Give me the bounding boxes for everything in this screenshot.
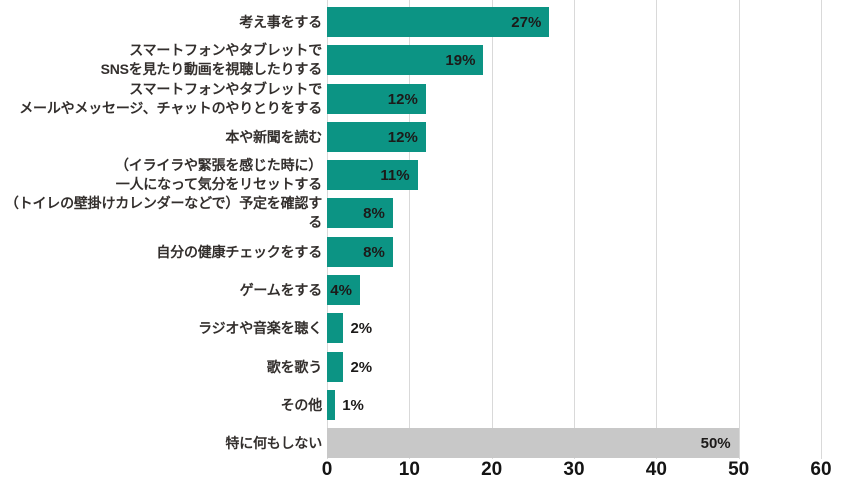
gridline <box>327 0 328 459</box>
bar <box>327 84 426 114</box>
gridline <box>491 0 493 459</box>
category-label: 本や新聞を読む <box>225 128 322 145</box>
bar-value-label: 11% <box>380 166 410 184</box>
category-label: 考え事をする <box>239 13 322 30</box>
bar-value-label: 19% <box>445 51 476 69</box>
category-label: 特に何もしない <box>225 434 322 451</box>
category-label: ゲームをする <box>239 281 323 298</box>
category-label: スマートフォンやタブレットで メールやメッセージ、チャットのやりとりをする <box>19 81 322 116</box>
x-tick-label: 0 <box>321 459 333 480</box>
bar <box>327 313 344 343</box>
bar-value-label: 12% <box>387 90 418 108</box>
bar <box>327 7 550 37</box>
x-tick-label: 40 <box>645 459 667 480</box>
gridline <box>738 0 740 459</box>
x-tick-label: 10 <box>398 459 420 480</box>
x-tick-label: 50 <box>728 459 750 480</box>
bar <box>327 275 360 305</box>
bar-value-label: 27% <box>511 13 542 31</box>
bar <box>327 390 336 420</box>
category-label: （イライラや緊張を感じた時に） 一人になって気分をリセットする <box>115 157 322 192</box>
bar-value-label: 2% <box>350 319 373 337</box>
category-label: 自分の健康チェックをする <box>156 243 322 260</box>
bar <box>327 45 484 75</box>
category-label: ラジオや音楽を聴く <box>198 319 322 336</box>
x-tick-label: 30 <box>563 459 585 480</box>
bar-value-label: 8% <box>363 204 385 222</box>
category-label: （トイレの壁掛けカレンダーなどで）予定を確認する <box>4 195 322 230</box>
gridline <box>574 0 575 459</box>
bar-value-label: 12% <box>387 128 418 146</box>
bar <box>327 428 739 458</box>
bar <box>327 352 344 382</box>
gridline <box>821 0 822 459</box>
gridline <box>409 0 411 459</box>
bar <box>327 122 426 152</box>
category-label: その他 <box>280 396 323 413</box>
bar-value-label: 2% <box>350 358 373 376</box>
bar-value-label: 8% <box>363 243 385 261</box>
bar-value-label: 4% <box>330 281 352 299</box>
gridline <box>656 0 658 459</box>
category-label: スマートフォンやタブレットで SNSを見たり動画を視聴したりする <box>100 42 323 77</box>
plot-area: 27% 19% 12% 12% 11% 8% 8% 4% 2% 2% 1% 50% <box>327 0 850 459</box>
category-labels: 考え事をするスマートフォンやタブレットで SNSを見たり動画を視聴したりするスマ… <box>0 0 322 459</box>
bar <box>327 160 418 190</box>
bar-value-label: 1% <box>342 396 364 414</box>
x-tick-label: 20 <box>481 459 503 480</box>
bar <box>327 198 393 228</box>
bar <box>327 237 393 267</box>
x-tick-label: 60 <box>810 459 832 480</box>
bar-value-label: 50% <box>700 434 731 452</box>
x-axis: 0 10 20 30 40 50 60 <box>322 457 850 487</box>
category-label: 歌を歌う <box>266 358 322 375</box>
